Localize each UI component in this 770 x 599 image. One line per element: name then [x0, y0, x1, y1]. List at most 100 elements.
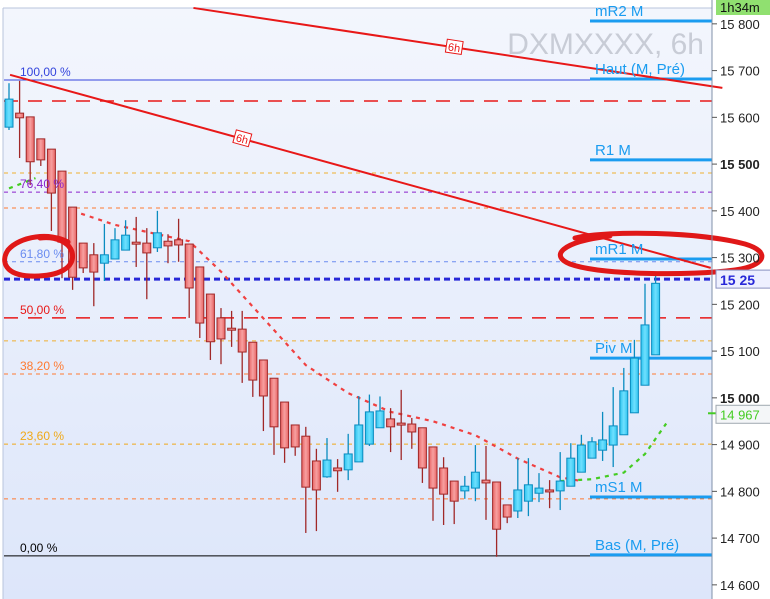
candle-down	[163, 240, 173, 247]
candle-down	[492, 481, 502, 530]
candle-down	[280, 401, 290, 449]
pivot-label: R1 M	[595, 142, 631, 159]
candle-down	[227, 327, 237, 331]
badge-box	[232, 129, 253, 148]
candle-up	[619, 390, 629, 436]
candle-down	[46, 148, 56, 194]
badge-box	[444, 38, 464, 56]
pivot-label: Haut (M, Pré)	[595, 61, 685, 78]
pivot-label: mS1 M	[595, 479, 643, 496]
candle-down	[407, 423, 417, 433]
y-axis-tick-label: 14 900	[720, 438, 760, 453]
fib-level-label: 50,00 %	[20, 303, 64, 317]
ma-value-badge	[715, 404, 770, 424]
candle-down	[311, 460, 321, 491]
candle-down	[428, 446, 438, 489]
fib-level-label: 100,00 %	[20, 65, 71, 79]
candle-up	[576, 444, 586, 473]
moving-average-red	[72, 209, 582, 483]
candle-up	[555, 480, 565, 492]
axis-background	[712, 0, 770, 599]
candle-up	[343, 453, 353, 471]
candle-down	[15, 112, 25, 119]
candle-down	[269, 377, 279, 428]
fib-level-label: 38,20 %	[20, 359, 64, 373]
moving-average-green	[560, 422, 668, 483]
candle-up	[99, 254, 109, 264]
candle-up	[629, 357, 639, 414]
candle-down	[25, 116, 35, 163]
candle-up	[566, 457, 576, 487]
y-axis-tick-label: 15 000	[720, 391, 760, 406]
candle-down	[174, 239, 184, 246]
candle-down	[417, 427, 427, 469]
fib-level-label: 61,80 %	[20, 247, 64, 261]
candle-down	[396, 422, 406, 426]
candle-down	[89, 254, 99, 273]
candle-up	[534, 487, 544, 494]
y-axis-tick-label: 15 200	[720, 297, 760, 312]
pivot-label: mR2 M	[595, 3, 643, 20]
y-axis-tick-label: 15 700	[720, 64, 760, 79]
y-axis-tick-label: 15 500	[720, 157, 760, 172]
candle-down	[184, 243, 194, 289]
candle-up	[598, 439, 608, 451]
countdown-badge	[716, 0, 770, 15]
candle-up	[121, 234, 131, 251]
candle-down	[481, 479, 491, 484]
candle-down	[449, 480, 459, 502]
candle-down	[333, 467, 343, 472]
candle-down	[502, 504, 512, 518]
candle-down	[439, 467, 449, 495]
candle-up	[110, 239, 120, 260]
trendline-label: 6h	[234, 132, 249, 147]
y-axis-tick-label: 14 700	[720, 531, 760, 546]
fib-level-label: 23,60 %	[20, 429, 64, 443]
candle-down	[142, 242, 152, 254]
candle-down	[290, 424, 300, 448]
y-axis-tick-label: 15 400	[720, 204, 760, 219]
candle-down	[78, 242, 88, 269]
y-axis-tick-label: 15 800	[720, 17, 760, 32]
annotation-circle-fib-618	[2, 234, 76, 279]
candle-down	[205, 293, 215, 343]
y-axis-tick-label: 14 600	[720, 578, 760, 593]
candle-up	[651, 282, 661, 356]
trendline-timeframe-badge: 6h	[232, 129, 253, 148]
candle-down	[248, 341, 258, 381]
candle-down	[545, 489, 555, 493]
current-price-label: 15 25	[720, 272, 755, 288]
trendline-timeframe-badge: 6h	[444, 38, 464, 56]
pivot-label: Bas (M, Pré)	[595, 537, 679, 554]
candle-down	[36, 138, 46, 161]
fib-level-label: 76,40 %	[20, 177, 64, 191]
candle-up	[587, 441, 597, 459]
countdown-label: 1h34m	[720, 0, 760, 15]
fib-level-label: 0,00 %	[20, 541, 58, 555]
pivot-label: mR1 M	[595, 241, 643, 258]
y-axis-tick-label: 15 100	[720, 344, 760, 359]
trendline-label: 6h	[447, 41, 461, 55]
candle-up	[375, 410, 385, 429]
plot-background	[3, 8, 712, 599]
candle-down	[216, 317, 226, 340]
y-axis-tick-label: 15 600	[720, 110, 760, 125]
chart-title-watermark: DXMXXXX, 6h	[507, 28, 704, 61]
candle-up	[523, 484, 533, 502]
candle-up	[608, 425, 618, 446]
ma-value-label: 14 967	[720, 407, 760, 422]
candle-up	[470, 471, 480, 489]
candle-down	[195, 266, 205, 324]
candle-up	[364, 411, 374, 445]
y-axis-tick-label: 14 800	[720, 484, 760, 499]
current-price-badge	[715, 269, 770, 289]
candle-down	[301, 435, 311, 488]
candle-up	[513, 489, 523, 512]
y-axis-tick-label: 15 300	[720, 251, 760, 266]
candle-up	[460, 485, 470, 492]
candle-up	[322, 459, 332, 478]
candle-up	[152, 232, 162, 249]
candle-up	[354, 424, 364, 463]
candle-down	[258, 359, 268, 397]
